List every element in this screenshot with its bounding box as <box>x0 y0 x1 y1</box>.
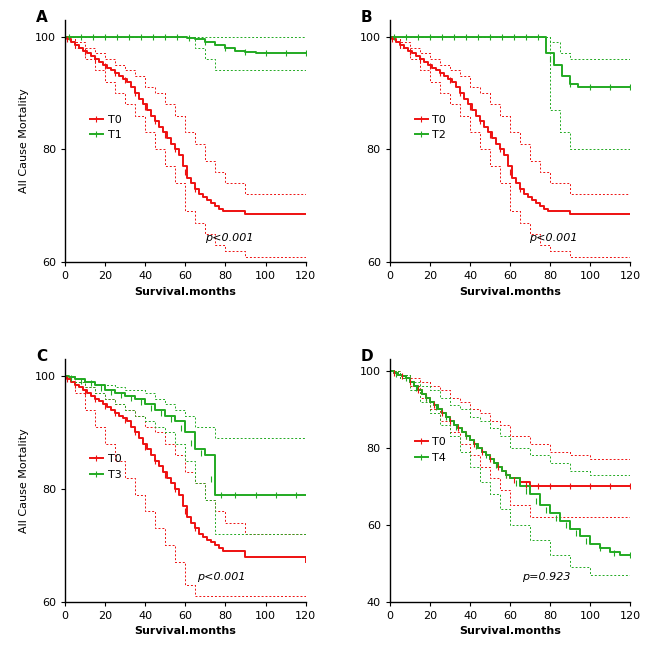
Y-axis label: All Cause Mortality: All Cause Mortality <box>20 428 29 533</box>
Text: p<0.001: p<0.001 <box>198 572 246 582</box>
X-axis label: Survival.months: Survival.months <box>460 627 561 636</box>
Legend: T0, T2: T0, T2 <box>415 114 447 140</box>
Text: p=0.923: p=0.923 <box>522 572 571 582</box>
X-axis label: Survival.months: Survival.months <box>460 286 561 297</box>
Y-axis label: All Cause Mortality: All Cause Mortality <box>20 88 29 194</box>
Legend: T0, T3: T0, T3 <box>90 454 122 480</box>
Text: B: B <box>361 10 372 25</box>
Text: A: A <box>36 10 48 25</box>
Text: p<0.001: p<0.001 <box>530 233 578 243</box>
Legend: T0, T1: T0, T1 <box>90 114 122 140</box>
Text: C: C <box>36 349 47 364</box>
Text: p<0.001: p<0.001 <box>205 233 253 243</box>
X-axis label: Survival.months: Survival.months <box>135 627 236 636</box>
Text: D: D <box>361 349 374 364</box>
Legend: T0, T4: T0, T4 <box>415 437 447 463</box>
X-axis label: Survival.months: Survival.months <box>135 286 236 297</box>
